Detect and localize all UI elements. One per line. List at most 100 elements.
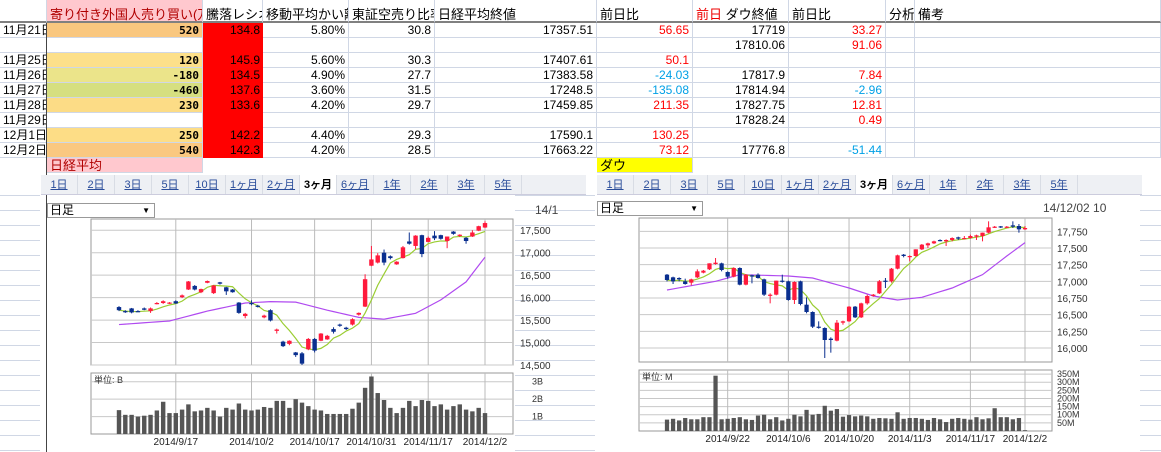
nikkei-label[interactable]: 日経平均 (47, 158, 203, 173)
short-ratio-cell[interactable]: 29.7 (349, 98, 435, 113)
period-tab[interactable]: 2日 (634, 175, 671, 194)
dow-change-cell[interactable]: -51.44 (789, 143, 886, 158)
nikkei-change-cell[interactable] (597, 38, 693, 53)
dow-close-cell[interactable]: 17827.75 (693, 98, 789, 113)
period-tab[interactable]: 6ヶ月 (893, 175, 930, 194)
dow-close-cell[interactable]: 17776.8 (693, 143, 789, 158)
period-tab[interactable]: 3年 (1004, 175, 1041, 194)
nikkei-change-cell[interactable]: -24.03 (597, 68, 693, 83)
period-tab[interactable]: 2ヶ月 (263, 175, 300, 194)
analysis-cell[interactable] (886, 23, 915, 38)
dow-change-cell[interactable] (789, 128, 886, 143)
advance-decline-cell[interactable] (203, 38, 263, 53)
ma-deviation-cell[interactable]: 4.40% (263, 128, 349, 143)
period-tab[interactable]: 5年 (1041, 175, 1078, 194)
header-dow-change[interactable]: 前日比 (789, 0, 886, 23)
period-tab[interactable]: 2年 (411, 175, 448, 194)
short-ratio-cell[interactable]: 28.5 (349, 143, 435, 158)
nikkei-change-cell[interactable]: 73.12 (597, 143, 693, 158)
header-analysis[interactable]: 分析 (886, 0, 915, 23)
nikkei-change-cell[interactable]: 211.35 (597, 98, 693, 113)
advance-decline-cell[interactable]: 133.6 (203, 98, 263, 113)
dow-change-cell[interactable] (789, 53, 886, 68)
analysis-cell[interactable] (886, 38, 915, 53)
period-select-nikkei[interactable]: 日足 ▼ (47, 203, 155, 218)
ma-deviation-cell[interactable]: 4.20% (263, 98, 349, 113)
short-ratio-cell[interactable] (349, 113, 435, 128)
period-tab[interactable]: 1年 (374, 175, 411, 194)
dow-change-cell[interactable]: -2.96 (789, 83, 886, 98)
ma-deviation-cell[interactable]: 5.60% (263, 53, 349, 68)
dow-close-cell[interactable]: 17719 (693, 23, 789, 38)
ma-deviation-cell[interactable]: 5.80% (263, 23, 349, 38)
short-ratio-cell[interactable]: 30.8 (349, 23, 435, 38)
period-tab[interactable]: 2年 (967, 175, 1004, 194)
header-nikkei-close[interactable]: 日経平均終値 (435, 0, 597, 23)
nikkei-change-cell[interactable]: 56.65 (597, 23, 693, 38)
nikkei-close-cell[interactable]: 17383.58 (435, 68, 597, 83)
short-ratio-cell[interactable]: 31.5 (349, 83, 435, 98)
foreign-trades-cell[interactable]: 120 (47, 53, 203, 68)
period-tab[interactable]: 3ヶ月 (856, 175, 893, 194)
nikkei-close-cell[interactable]: 17459.85 (435, 98, 597, 113)
advance-decline-cell[interactable]: 137.6 (203, 83, 263, 98)
analysis-cell[interactable] (886, 53, 915, 68)
period-tab[interactable]: 2ヶ月 (819, 175, 856, 194)
advance-decline-cell[interactable]: 145.9 (203, 53, 263, 68)
foreign-trades-cell[interactable]: -460 (47, 83, 203, 98)
dow-change-cell[interactable]: 12.81 (789, 98, 886, 113)
period-tab[interactable]: 1日 (597, 175, 634, 194)
ma-deviation-cell[interactable]: 4.20% (263, 143, 349, 158)
period-tab[interactable]: 5年 (485, 175, 522, 194)
header-row-corner[interactable] (0, 0, 47, 23)
period-tab[interactable]: 1ヶ月 (782, 175, 819, 194)
short-ratio-cell[interactable]: 29.3 (349, 128, 435, 143)
analysis-cell[interactable] (886, 143, 915, 158)
foreign-trades-cell[interactable]: 230 (47, 98, 203, 113)
period-tab[interactable]: 3日 (115, 175, 152, 194)
foreign-trades-cell[interactable]: 540 (47, 143, 203, 158)
nikkei-close-cell[interactable]: 17663.22 (435, 143, 597, 158)
nikkei-close-cell[interactable]: 17407.61 (435, 53, 597, 68)
nikkei-change-cell[interactable]: -135.08 (597, 83, 693, 98)
period-tab[interactable]: 6ヶ月 (337, 175, 374, 194)
period-select-dow[interactable]: 日足 ▼ (597, 201, 703, 216)
period-tab[interactable]: 1年 (930, 175, 967, 194)
nikkei-change-cell[interactable]: 50.1 (597, 53, 693, 68)
short-ratio-cell[interactable] (349, 38, 435, 53)
ma-deviation-cell[interactable]: 4.90% (263, 68, 349, 83)
nikkei-close-cell[interactable] (435, 38, 597, 53)
advance-decline-cell[interactable]: 142.2 (203, 128, 263, 143)
header-nikkei-change[interactable]: 前日比 (597, 0, 693, 23)
dow-close-cell[interactable]: 17828.24 (693, 113, 789, 128)
analysis-cell[interactable] (886, 68, 915, 83)
analysis-cell[interactable] (886, 128, 915, 143)
dow-close-cell[interactable] (693, 128, 789, 143)
dow-change-cell[interactable]: 33.27 (789, 23, 886, 38)
analysis-cell[interactable] (886, 98, 915, 113)
dow-close-cell[interactable] (693, 53, 789, 68)
dow-change-cell[interactable]: 0.49 (789, 113, 886, 128)
dow-close-cell[interactable]: 17814.94 (693, 83, 789, 98)
short-ratio-cell[interactable]: 30.3 (349, 53, 435, 68)
foreign-trades-cell[interactable] (47, 113, 203, 128)
foreign-trades-cell[interactable]: 520 (47, 23, 203, 38)
header-foreign-trades[interactable]: 寄り付き外国人売り買い(万株) (47, 0, 203, 23)
header-advance-decline[interactable]: 騰落レシオ (203, 0, 263, 23)
nikkei-change-cell[interactable] (597, 113, 693, 128)
nikkei-close-cell[interactable]: 17590.1 (435, 128, 597, 143)
nikkei-close-cell[interactable]: 17248.5 (435, 83, 597, 98)
advance-decline-cell[interactable]: 142.3 (203, 143, 263, 158)
ma-deviation-cell[interactable] (263, 38, 349, 53)
analysis-cell[interactable] (886, 113, 915, 128)
header-short-ratio[interactable]: 東証空売り比率 (349, 0, 435, 23)
foreign-trades-cell[interactable] (47, 38, 203, 53)
nikkei-change-cell[interactable]: 130.25 (597, 128, 693, 143)
header-ma-deviation[interactable]: 移動平均かい離 (263, 0, 349, 23)
ma-deviation-cell[interactable] (263, 113, 349, 128)
period-tab[interactable]: 10日 (189, 175, 226, 194)
dow-label[interactable]: ダウ (597, 158, 693, 173)
dow-change-cell[interactable]: 7.84 (789, 68, 886, 83)
period-tab[interactable]: 2日 (78, 175, 115, 194)
header-dow-close[interactable]: 前日 ダウ終値 (693, 0, 789, 23)
